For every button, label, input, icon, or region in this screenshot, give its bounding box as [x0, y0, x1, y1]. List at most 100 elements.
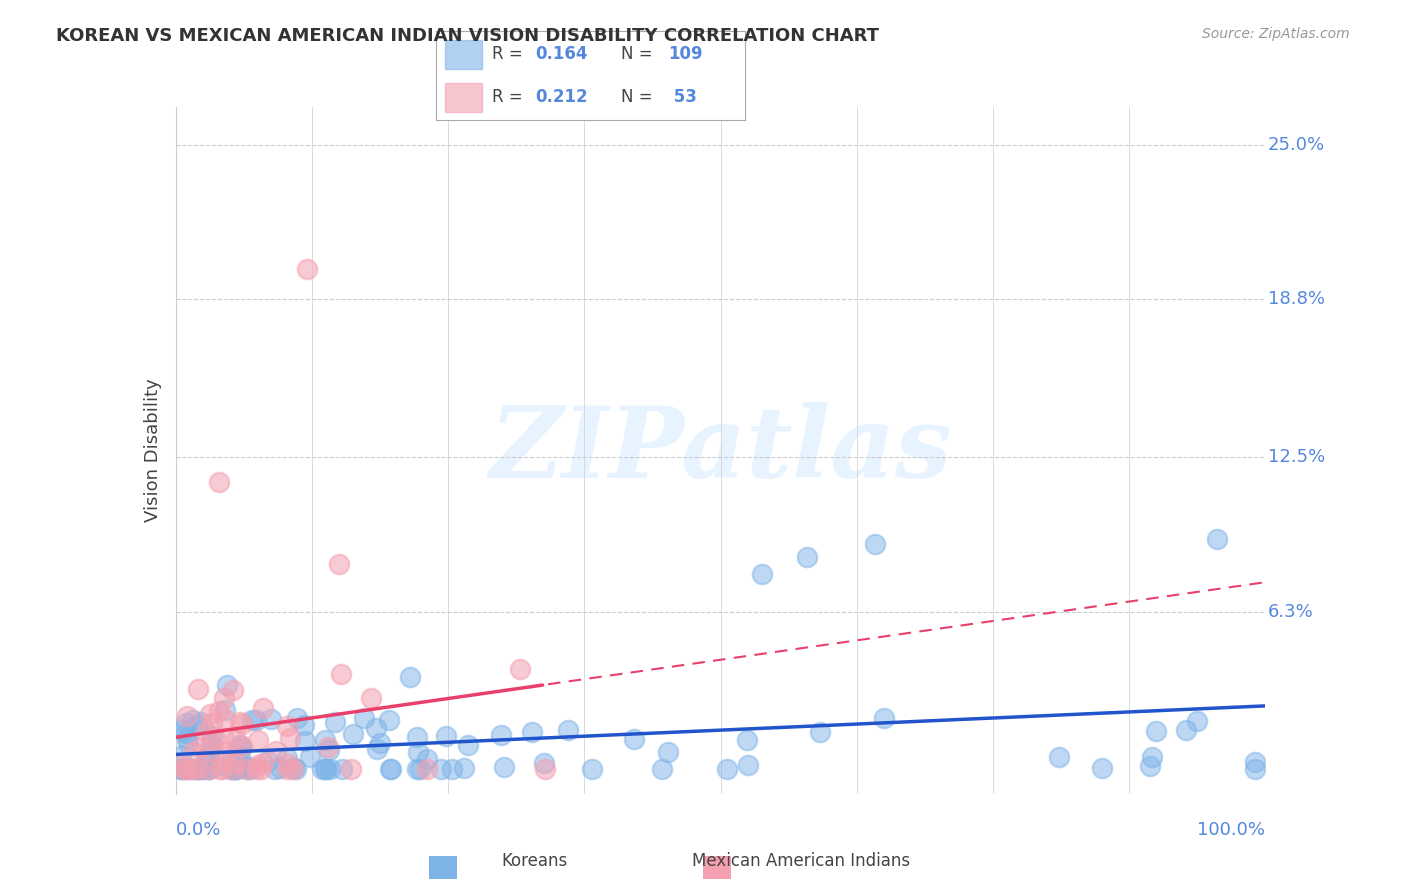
Point — [214, 703, 236, 717]
Point — [231, 741, 253, 756]
Point — [283, 761, 305, 775]
Point — [405, 762, 427, 776]
Point — [188, 762, 211, 776]
Point — [651, 762, 673, 776]
Point — [276, 719, 298, 733]
Point — [173, 762, 195, 776]
Text: N =: N = — [621, 45, 658, 63]
Point — [323, 714, 346, 729]
Point — [176, 726, 198, 740]
Point — [218, 762, 240, 776]
Point — [221, 751, 243, 765]
Point — [489, 728, 512, 742]
Point — [204, 731, 226, 745]
Point — [281, 762, 304, 776]
Point — [180, 762, 202, 776]
Point — [231, 739, 253, 753]
Point — [252, 701, 274, 715]
Text: R =: R = — [492, 88, 527, 106]
Text: 18.8%: 18.8% — [1268, 291, 1324, 309]
Point — [231, 717, 253, 731]
Point — [796, 549, 818, 564]
Point — [1144, 724, 1167, 739]
Text: Source: ZipAtlas.com: Source: ZipAtlas.com — [1202, 27, 1350, 41]
Point — [294, 733, 316, 747]
Point — [252, 756, 274, 770]
Point — [250, 762, 273, 776]
Point — [208, 704, 231, 718]
Point — [276, 751, 298, 765]
Point — [657, 745, 679, 759]
Point — [170, 762, 193, 776]
Point — [1243, 762, 1265, 776]
Point — [494, 760, 516, 774]
Point — [184, 762, 207, 776]
Text: Koreans: Koreans — [501, 852, 568, 870]
Point — [225, 762, 247, 776]
Point — [187, 762, 209, 776]
Point — [378, 762, 401, 776]
Point — [229, 738, 252, 752]
Point — [222, 762, 245, 776]
Point — [197, 747, 219, 762]
Point — [187, 681, 209, 696]
Text: 12.5%: 12.5% — [1268, 448, 1324, 466]
Point — [181, 746, 204, 760]
Point — [228, 714, 250, 729]
Text: 100.0%: 100.0% — [1198, 822, 1265, 839]
Point — [285, 711, 308, 725]
Point — [176, 762, 198, 776]
Point — [204, 759, 226, 773]
Point — [198, 744, 221, 758]
Point — [434, 729, 457, 743]
Point — [1047, 750, 1070, 764]
Point — [224, 756, 246, 770]
Point — [368, 736, 391, 750]
Text: KOREAN VS MEXICAN AMERICAN INDIAN VISION DISABILITY CORRELATION CHART: KOREAN VS MEXICAN AMERICAN INDIAN VISION… — [56, 27, 879, 45]
Point — [329, 667, 352, 681]
Point — [1206, 532, 1229, 546]
Text: R =: R = — [492, 45, 527, 63]
Point — [873, 711, 896, 725]
Text: 0.212: 0.212 — [534, 88, 588, 106]
Text: 0.164: 0.164 — [534, 45, 588, 63]
Point — [211, 762, 233, 776]
Bar — [446, 40, 482, 69]
Text: 6.3%: 6.3% — [1268, 603, 1313, 621]
Point — [278, 731, 301, 745]
Point — [314, 762, 336, 776]
Point — [224, 762, 246, 776]
Point — [716, 762, 738, 776]
Text: 0.0%: 0.0% — [176, 822, 221, 839]
Point — [457, 738, 479, 752]
Point — [295, 262, 318, 277]
Point — [198, 762, 221, 776]
Point — [292, 717, 315, 731]
Point — [201, 729, 224, 743]
Point — [453, 762, 475, 776]
Text: 25.0%: 25.0% — [1268, 136, 1324, 153]
Point — [181, 713, 204, 727]
Point — [212, 690, 235, 705]
Point — [318, 740, 340, 755]
Point — [319, 762, 342, 776]
Point — [366, 721, 388, 735]
Point — [405, 730, 427, 744]
Point — [217, 678, 239, 692]
Point — [269, 761, 291, 775]
Point — [360, 691, 382, 706]
Point — [201, 739, 224, 754]
Point — [242, 713, 264, 727]
Point — [311, 762, 333, 776]
Point — [623, 731, 645, 746]
Point — [177, 762, 200, 776]
Point — [340, 762, 363, 776]
Point — [557, 723, 579, 738]
Point — [342, 726, 364, 740]
Point — [170, 759, 193, 773]
Point — [1243, 755, 1265, 769]
Point — [245, 762, 267, 776]
Point — [225, 732, 247, 747]
Point — [257, 754, 280, 768]
Point — [318, 743, 340, 757]
